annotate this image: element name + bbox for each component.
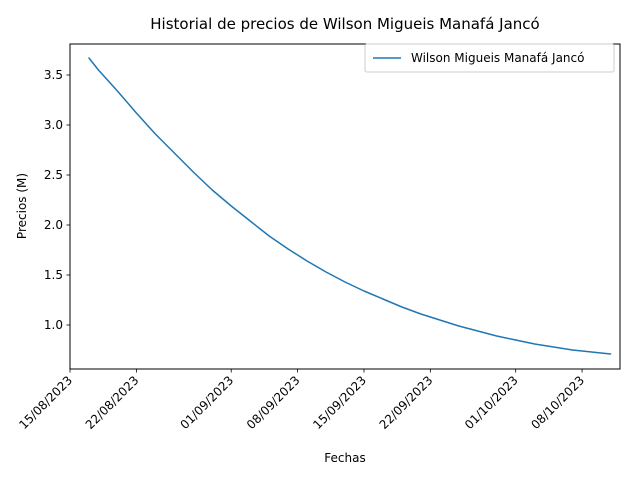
series-line-0: [88, 57, 612, 355]
chart-title: Historial de precios de Wilson Migueis M…: [150, 15, 539, 33]
x-axis-label: Fechas: [324, 451, 365, 465]
legend-box: [364, 43, 615, 73]
y-tick-label: 1.0: [44, 318, 63, 332]
plot-area: [88, 57, 612, 355]
y-tick-label: 1.5: [44, 268, 63, 282]
y-tick-label: 2.5: [44, 168, 63, 182]
legend-entry-label: Wilson Migueis Manafá Jancó: [411, 51, 584, 65]
y-tick-label: 3.5: [44, 68, 63, 82]
y-tick-label: 2.0: [44, 218, 63, 232]
y-axis-label: Precios (M): [15, 173, 29, 239]
y-tick-label: 3.0: [44, 118, 63, 132]
legend: Wilson Migueis Manafá Jancó: [364, 43, 615, 73]
axes-frame: [69, 43, 621, 370]
